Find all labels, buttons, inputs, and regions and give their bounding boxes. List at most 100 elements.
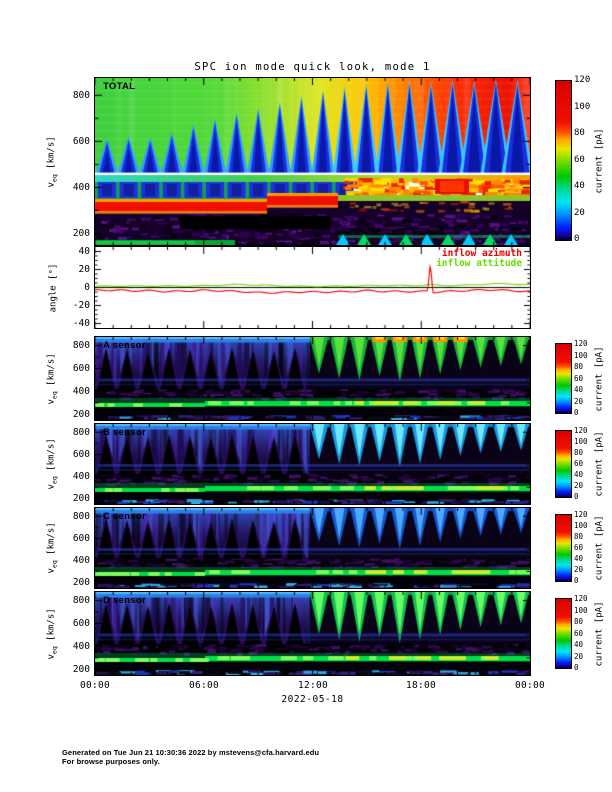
y-tick-label-B-200: 200 (72, 493, 90, 504)
C-spectrogram-canvas (94, 507, 531, 589)
y-axis-title-B: veq [km/s] (45, 424, 61, 504)
y-tick-label-total-200: 200 (72, 228, 90, 239)
colorbar-tick-label-B-100: 100 (574, 437, 588, 446)
x-axis-date-label: 2022-05-18 (281, 694, 344, 705)
footer-generated-line: Generated on Tue Jun 21 10:30:36 2022 by… (62, 748, 320, 757)
y-tick-label-angle-0: 0 (84, 282, 90, 293)
colorbar-tick-label-total-60: 60 (574, 155, 585, 165)
y-tick-label-C-400: 400 (72, 555, 90, 566)
colorbar-tick-label-C-120: 120 (574, 510, 588, 519)
panel-label-C: C sensor (103, 511, 147, 522)
colorbar-title-D-text: current [pA] (595, 600, 605, 667)
colorbar-tick-label-D-0: 0 (574, 663, 579, 672)
colorbar-tick-label-A-20: 20 (574, 397, 584, 406)
y-axis-title-angle-text: angle [°] (48, 263, 58, 312)
colorbar-tick-label-A-120: 120 (574, 339, 588, 348)
colorbar-C (555, 514, 572, 582)
colorbar-B (555, 430, 572, 498)
colorbar-title-B-text: current [pA] (595, 431, 605, 497)
colorbar-tick-label-B-40: 40 (574, 470, 584, 479)
y-tick-label-B-800: 800 (72, 427, 90, 438)
y-tick-label-B-400: 400 (72, 471, 90, 482)
y-axis-title-C: veq [km/s] (45, 508, 61, 588)
colorbar-tick-label-B-0: 0 (574, 492, 579, 501)
y-axis-title-D: veq [km/s] (45, 592, 61, 675)
colorbar-tick-label-D-80: 80 (574, 617, 584, 626)
colorbar-tick-label-C-40: 40 (574, 554, 584, 563)
veq-axis-label: veq [km/s] (47, 522, 59, 574)
colorbar-tick-label-total-120: 120 (574, 75, 591, 85)
colorbar-title-total: current [pA] (592, 81, 608, 240)
footer: Generated on Tue Jun 21 10:30:36 2022 by… (62, 748, 319, 766)
veq-axis-label: veq [km/s] (47, 352, 59, 405)
colorbar-tick-label-A-60: 60 (574, 374, 584, 383)
y-tick-label-A-800: 800 (72, 340, 90, 351)
A-spectrogram-canvas (94, 336, 531, 421)
legend-inflow-attitude: inflow attitude (436, 258, 522, 269)
y-tick-label-A-400: 400 (72, 386, 90, 397)
x-tick-label-2: 12:00 (297, 680, 329, 691)
legend-inflow-azimuth: inflow azimuth (441, 248, 522, 259)
panel-label-D: D sensor (103, 595, 147, 606)
x-tick-label-3: 18:00 (405, 680, 437, 691)
veq-axis-label: veq [km/s] (47, 135, 59, 188)
y-tick-label-C-800: 800 (72, 511, 90, 522)
y-tick-label-A-600: 600 (72, 363, 90, 374)
colorbar-tick-label-total-40: 40 (574, 181, 585, 191)
colorbar-title-C-text: current [pA] (595, 515, 605, 581)
colorbar-tick-label-B-120: 120 (574, 426, 588, 435)
colorbar-tick-label-A-100: 100 (574, 351, 588, 360)
colorbar-tick-label-C-20: 20 (574, 565, 584, 574)
x-tick-label-0: 00:00 (79, 680, 111, 691)
veq-axis-label: veq [km/s] (47, 438, 59, 490)
colorbar-tick-label-A-40: 40 (574, 385, 584, 394)
x-tick-label-1: 06:00 (188, 680, 220, 691)
D-spectrogram-canvas (94, 591, 531, 676)
colorbar-tick-label-total-80: 80 (574, 128, 585, 138)
y-tick-label-angle--40: -40 (72, 318, 90, 329)
veq-axis-label: veq [km/s] (47, 607, 59, 660)
colorbar-tick-label-D-40: 40 (574, 640, 584, 649)
colorbar-tick-label-C-100: 100 (574, 521, 588, 530)
colorbar-tick-label-C-80: 80 (574, 532, 584, 541)
colorbar-tick-label-D-20: 20 (574, 652, 584, 661)
colorbar-tick-label-total-100: 100 (574, 102, 591, 112)
colorbar-tick-label-total-0: 0 (574, 234, 580, 244)
colorbar-tick-label-D-120: 120 (574, 594, 588, 603)
colorbar-tick-label-D-100: 100 (574, 606, 588, 615)
y-tick-label-angle--20: -20 (72, 300, 90, 311)
colorbar-tick-label-A-80: 80 (574, 362, 584, 371)
colorbar-title-A-text: current [pA] (595, 345, 605, 412)
y-tick-label-total-600: 600 (72, 136, 90, 147)
y-tick-label-total-400: 400 (72, 182, 90, 193)
colorbar-A (555, 343, 572, 414)
colorbar-total (555, 80, 572, 241)
colorbar-tick-label-total-20: 20 (574, 208, 585, 218)
y-tick-label-D-200: 200 (72, 664, 90, 675)
y-axis-title-angle: angle [°] (45, 247, 61, 328)
colorbar-tick-label-D-60: 60 (574, 629, 584, 638)
y-axis-title-A: veq [km/s] (45, 337, 61, 420)
colorbar-tick-label-B-20: 20 (574, 481, 584, 490)
total-spectrogram-canvas (94, 77, 531, 246)
panel-label-total: TOTAL (103, 81, 136, 92)
colorbar-title-B: current [pA] (592, 431, 608, 497)
page-title: SPC ion mode quick look, mode 1 (194, 61, 431, 73)
x-tick-label-4: 00:00 (514, 680, 546, 691)
colorbar-tick-label-A-0: 0 (574, 408, 579, 417)
footer-browse-line: For browse purposes only. (62, 757, 160, 766)
angle-plot-canvas (94, 246, 531, 329)
B-spectrogram-canvas (94, 423, 531, 505)
y-tick-label-D-600: 600 (72, 618, 90, 629)
y-tick-label-C-200: 200 (72, 577, 90, 588)
colorbar-title-A: current [pA] (592, 344, 608, 413)
colorbar-tick-label-C-60: 60 (574, 543, 584, 552)
y-tick-label-angle-20: 20 (78, 264, 90, 275)
y-tick-label-A-200: 200 (72, 409, 90, 420)
panel-label-B: B sensor (103, 427, 147, 438)
colorbar-tick-label-B-60: 60 (574, 459, 584, 468)
y-tick-label-D-800: 800 (72, 595, 90, 606)
colorbar-tick-label-B-80: 80 (574, 448, 584, 457)
y-tick-label-B-600: 600 (72, 449, 90, 460)
